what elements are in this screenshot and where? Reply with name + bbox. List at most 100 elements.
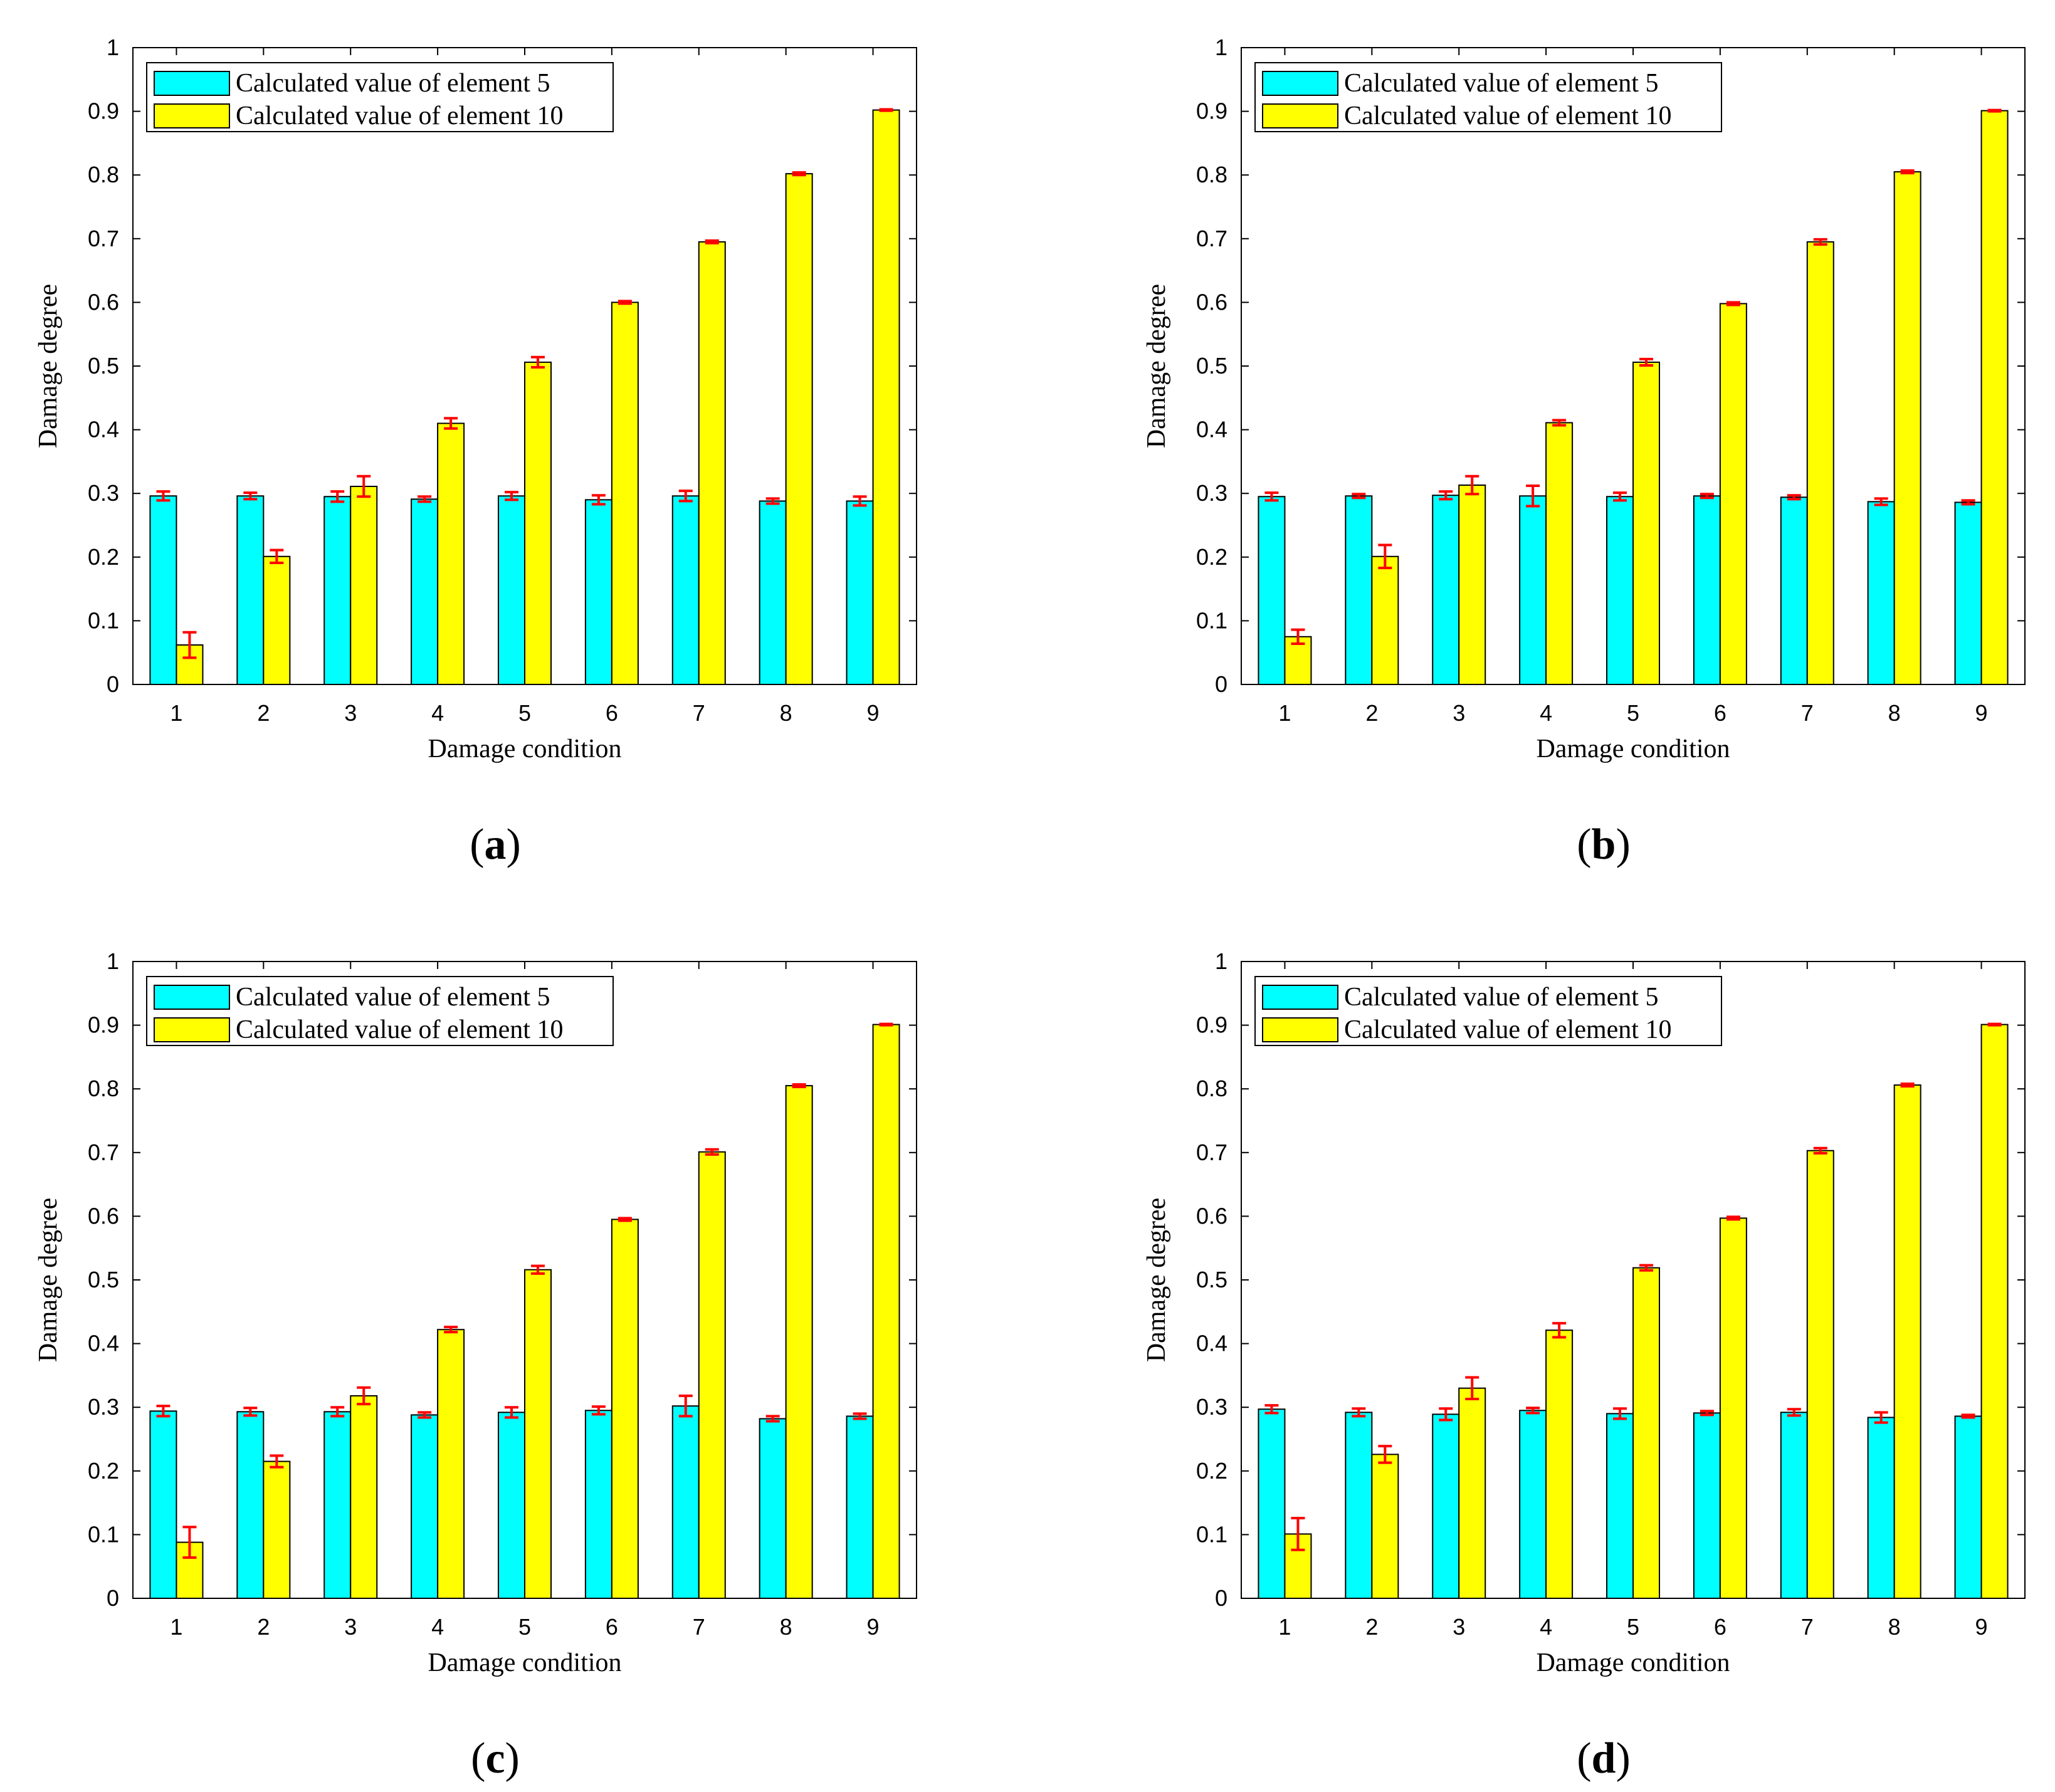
x-tick-label: 7: [693, 700, 705, 726]
bar-element-10: [1893, 171, 1921, 685]
panel-caption: (b): [1577, 820, 1631, 869]
x-tick-label: 9: [867, 1614, 880, 1640]
x-tick-label: 8: [780, 700, 792, 726]
chart-panel-b: 0 0.1 0.2 0.3 0.4 0.5 0.6 0.7 0.8 0.9 1 1 2 3 4 5 6 7 8 9 Da…: [1142, 34, 2026, 869]
bar-element-10: [1980, 1024, 2009, 1599]
legend-swatch: [1262, 1017, 1338, 1042]
bar-element-5: [1954, 501, 1982, 685]
bar-element-10: [1980, 110, 2009, 686]
bar-element-10: [698, 1151, 726, 1600]
panel-caption-paren: (: [1577, 820, 1591, 869]
y-tick-label: 0.2: [88, 1458, 119, 1484]
y-tick-label: 0.1: [88, 607, 119, 633]
y-tick-label: 0.9: [1196, 98, 1227, 124]
bar-element-10: [1632, 361, 1660, 685]
bar-element-10: [263, 1460, 291, 1600]
bar-element-5: [323, 496, 352, 686]
bar-element-5: [671, 1405, 700, 1599]
y-tick-label: 1: [107, 948, 119, 974]
legend-label: Calculated value of element 10: [1344, 102, 1671, 130]
bar-element-10: [524, 1269, 552, 1599]
x-axis-label: Damage condition: [1536, 1648, 1730, 1677]
y-tick-label: 0.3: [88, 480, 119, 506]
x-axis-label: Damage condition: [1536, 735, 1730, 763]
y-tick-label: 0.4: [1196, 417, 1227, 443]
bar-element-5: [1954, 1415, 1982, 1600]
bar-element-5: [1345, 1412, 1373, 1599]
y-tick-label: 0.6: [1196, 289, 1227, 315]
panel-caption-paren: (: [471, 1734, 485, 1783]
x-tick-label: 3: [1453, 700, 1465, 726]
panel-caption-paren: ): [1616, 1734, 1630, 1783]
x-tick-label: 6: [1714, 1614, 1727, 1640]
bar-element-5: [1258, 1408, 1286, 1600]
x-tick-label: 9: [1975, 700, 1988, 726]
y-tick-label: 0.5: [88, 353, 119, 379]
y-tick-label: 0.4: [88, 417, 119, 443]
x-tick-label: 3: [344, 1614, 357, 1640]
x-tick-label: 6: [606, 700, 618, 726]
x-tick-label: 4: [431, 1614, 444, 1640]
x-tick-label: 9: [867, 700, 880, 726]
x-tick-label: 5: [1627, 700, 1639, 726]
panel-caption: (d): [1577, 1734, 1631, 1783]
x-tick-label: 5: [1627, 1614, 1639, 1640]
y-axis-label: Damage degree: [34, 1198, 63, 1362]
y-tick-label: 0.3: [1196, 480, 1227, 506]
bar-element-10: [524, 361, 552, 685]
x-tick-label: 1: [1278, 700, 1291, 726]
bar-element-10: [1371, 555, 1399, 685]
bar-element-10: [437, 1329, 465, 1600]
x-tick-label: 2: [257, 1614, 270, 1640]
y-tick-label: 0.7: [1196, 226, 1227, 251]
bar-element-5: [149, 1410, 177, 1599]
bar-element-5: [149, 495, 177, 685]
legend: Calculated value of element 5 Calculated …: [146, 62, 614, 132]
y-tick-label: 0.8: [88, 162, 119, 187]
panel-caption-letter: c: [485, 1734, 505, 1783]
legend-swatch: [154, 1017, 230, 1042]
x-tick-label: 8: [1888, 700, 1901, 726]
y-tick-label: 0.2: [1196, 544, 1227, 570]
y-tick-label: 0.1: [1196, 607, 1227, 633]
bar-element-10: [1371, 1454, 1399, 1600]
legend: Calculated value of element 5 Calculated …: [146, 976, 614, 1046]
y-tick-label: 0.6: [88, 1203, 119, 1229]
chart-panel-c: 0 0.1 0.2 0.3 0.4 0.5 0.6 0.7 0.8 0.9 1 1 2 3 4 5 6 7 8 9 Da…: [34, 948, 917, 1783]
y-tick-label: 0.8: [1196, 162, 1227, 187]
legend-label: Calculated value of element 10: [236, 1015, 563, 1044]
bar-element-10: [611, 301, 639, 685]
bar-element-5: [846, 500, 874, 686]
bar-element-10: [263, 555, 291, 685]
legend-swatch: [1262, 103, 1338, 128]
bar-element-10: [1632, 1267, 1660, 1600]
x-tick-label: 8: [1888, 1614, 1901, 1640]
y-tick-label: 0.1: [1196, 1521, 1227, 1547]
legend-swatch: [1262, 71, 1338, 96]
x-tick-label: 7: [693, 1614, 705, 1640]
bar-element-10: [611, 1218, 639, 1599]
panel-caption-letter: d: [1592, 1734, 1616, 1783]
legend-label: Calculated value of element 10: [1344, 1015, 1671, 1044]
bar-element-10: [1806, 241, 1834, 685]
bar-element-5: [411, 498, 439, 685]
panel-caption-letter: b: [1592, 820, 1616, 869]
bar-element-5: [1693, 1412, 1721, 1599]
bar-element-10: [1719, 303, 1747, 685]
legend-swatch: [154, 71, 230, 96]
bar-element-10: [437, 422, 465, 685]
y-tick-label: 0.1: [88, 1521, 119, 1547]
y-tick-label: 0.6: [88, 289, 119, 315]
bar-element-10: [1893, 1084, 1921, 1599]
x-tick-label: 2: [1365, 1614, 1378, 1640]
bar-element-5: [1345, 495, 1373, 685]
bar-element-5: [846, 1415, 874, 1600]
x-tick-label: 9: [1975, 1614, 1988, 1640]
y-tick-label: 0.7: [1196, 1140, 1227, 1165]
x-tick-label: 6: [606, 1614, 618, 1640]
bar-element-10: [872, 109, 900, 685]
x-tick-label: 1: [1278, 1614, 1291, 1640]
panel-caption-paren: (: [1577, 1734, 1591, 1783]
y-axis-label: Damage degree: [34, 284, 63, 448]
bar-element-5: [1780, 1412, 1808, 1599]
